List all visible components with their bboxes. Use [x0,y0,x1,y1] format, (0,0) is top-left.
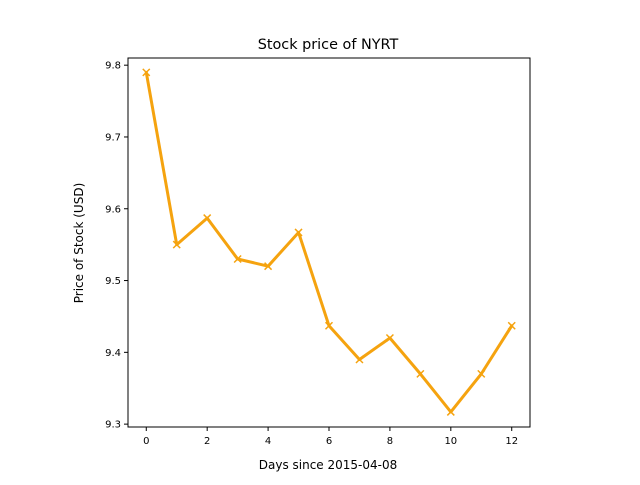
y-tick-label: 9.6 [105,204,121,215]
y-axis-label: Price of Stock (USD) [72,183,86,304]
data-point-marker [172,240,181,249]
data-point-marker [507,321,516,330]
x-tick-label: 10 [444,436,457,447]
data-point-marker [324,321,334,330]
x-tick-label: 4 [265,436,271,447]
y-tick-label: 9.4 [105,348,121,359]
data-point-marker [142,68,151,77]
y-tick-label: 9.5 [105,276,121,287]
data-point-marker [355,355,364,364]
x-tick-label: 12 [505,436,518,447]
x-tick-label: 2 [204,436,210,447]
chart-title: Stock price of NYRT [258,37,399,53]
data-point-marker [294,228,303,237]
x-axis: 0 2 4 6 8 10 12 [143,427,518,447]
x-tick-label: 6 [326,436,332,447]
y-tick-label: 9.7 [105,132,121,143]
data-point-marker [233,254,242,264]
data-point-marker [385,333,394,343]
data-point-marker [203,214,212,223]
plot-area-frame [127,57,531,428]
x-axis-label: Days since 2015-04-08 [259,458,398,472]
data-point-marker [264,262,273,271]
data-point-marker [477,369,486,378]
x-tick-label: 8 [387,436,393,447]
x-tick-label: 0 [143,436,149,447]
y-tick-label: 9.3 [105,420,121,431]
data-point-marker [416,369,425,378]
series-line [144,70,514,414]
series-layer [142,68,516,416]
y-tick-label: 9.8 [105,61,121,72]
y-axis: 9.3 9.4 9.5 9.6 9.7 9.8 [105,61,128,431]
data-point-marker [446,407,455,416]
